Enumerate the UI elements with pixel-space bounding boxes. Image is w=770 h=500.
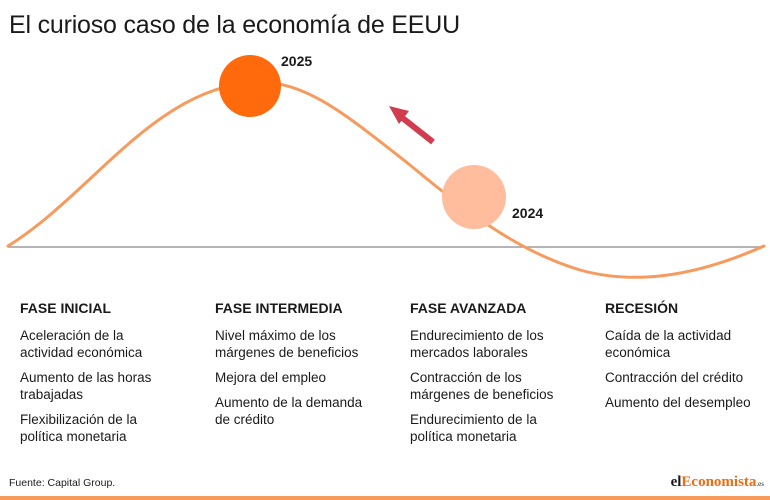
year-label-2024: 2024 (512, 205, 543, 221)
phase-heading: FASE INICIAL (20, 300, 112, 316)
list-item: Contracción de los márgenes de beneficio… (410, 370, 554, 402)
direction-arrow-shaft (398, 113, 435, 145)
cycle-curve (6, 80, 766, 279)
phase-recession: RECESIÓN Caída de la actividad económica… (605, 300, 770, 419)
list-item: Aumento de las horas trabajadas (20, 370, 152, 402)
year-label-2025: 2025 (281, 53, 312, 69)
economic-cycle-diagram: 2025 2024 (6, 53, 766, 279)
phase-heading: FASE INTERMEDIA (215, 300, 343, 316)
phase-initial: FASE INICIAL Aceleración de la actividad… (20, 300, 200, 453)
marker-2025-circle (219, 55, 281, 117)
phase-columns: FASE INICIAL Aceleración de la actividad… (0, 300, 770, 460)
list-item: Caída de la actividad económica (605, 328, 732, 360)
phase-list: Endurecimiento de los mercados laborales… (410, 327, 590, 445)
phase-list: Aceleración de la actividad económica Au… (20, 327, 200, 445)
phase-list: Caída de la actividad económica Contracc… (605, 327, 770, 411)
phase-intermediate: FASE INTERMEDIA Nivel máximo de los márg… (215, 300, 395, 436)
brand-part-economista: Economista (681, 474, 757, 490)
list-item: Contracción del crédito (605, 370, 744, 385)
list-item: Flexibilización de la política monetaria (20, 412, 138, 444)
page-title: El curioso caso de la economía de EEUU (9, 11, 460, 39)
phase-heading: FASE AVANZADA (410, 300, 527, 316)
direction-arrow-head (389, 106, 409, 124)
phase-advanced: FASE AVANZADA Endurecimiento de los merc… (410, 300, 590, 453)
list-item: Endurecimiento de los mercados laborales (410, 328, 544, 360)
brand-part-tld: .es (756, 480, 764, 488)
brand-part-el: el (670, 474, 682, 490)
marker-2024-circle (442, 165, 506, 229)
list-item: Mejora del empleo (215, 370, 327, 385)
list-item: Aumento del desempleo (605, 395, 751, 410)
list-item: Aumento de la demanda de crédito (215, 395, 363, 427)
brand-logo[interactable]: elEconomista.es (671, 474, 764, 491)
list-item: Nivel máximo de los márgenes de benefici… (215, 328, 359, 360)
list-item: Aceleración de la actividad económica (20, 328, 143, 360)
phase-heading: RECESIÓN (605, 300, 679, 316)
list-item: Endurecimiento de la política monetaria (410, 412, 537, 444)
bottom-rule (0, 496, 770, 500)
source-note: Fuente: Capital Group. (9, 477, 116, 489)
phase-list: Nivel máximo de los márgenes de benefici… (215, 327, 395, 428)
